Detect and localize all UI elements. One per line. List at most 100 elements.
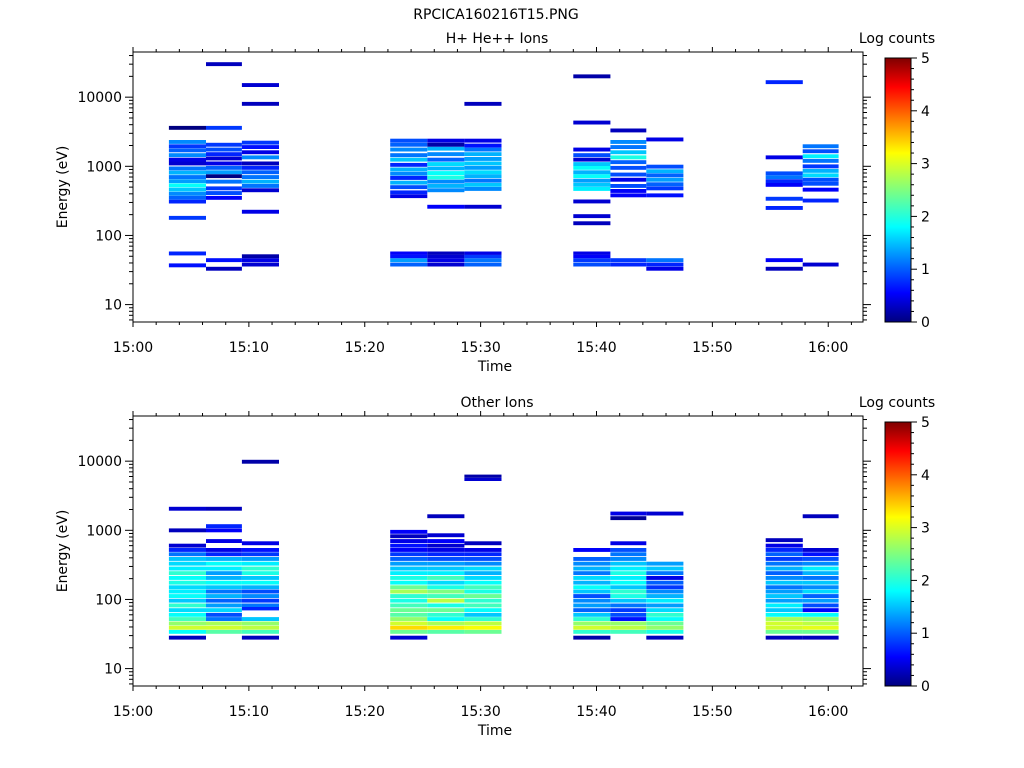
spectrogram-cell [610, 177, 647, 182]
spectrogram-cell [427, 571, 465, 576]
spectrogram-cell [646, 177, 684, 182]
spectrogram-cell [765, 196, 803, 201]
spectrogram-cell [610, 145, 647, 149]
spectrogram-cell [241, 179, 279, 184]
spectrogram-cell [206, 576, 242, 580]
spectrogram-cell [427, 566, 465, 571]
x-axis-label: Time [477, 723, 512, 739]
spectrogram-cell [646, 571, 684, 576]
spectrogram-cell [765, 543, 803, 548]
spectrogram-cell [390, 625, 428, 630]
spectrogram-cell [241, 571, 279, 576]
spectrogram-cell [168, 140, 206, 144]
spectrogram-cell [802, 594, 839, 598]
spectrogram-cell [206, 566, 242, 571]
spectrogram-cell [802, 198, 839, 203]
x-tick-label: 15:50 [692, 340, 732, 356]
spectrogram-cell [427, 625, 465, 630]
spectrogram-cell [464, 262, 502, 267]
spectrogram-cell [427, 557, 465, 561]
spectrogram-cell [168, 148, 206, 153]
spectrogram-cell [802, 514, 839, 519]
spectrogram-cell [610, 612, 647, 617]
spectrogram-cell [168, 635, 206, 640]
spectrogram-cell [646, 262, 684, 267]
spectrogram-cell [802, 154, 839, 159]
spectrogram-cell [168, 548, 206, 552]
spectrogram-cell [206, 585, 242, 590]
spectrogram-cell [241, 541, 279, 546]
spectrogram-cell [241, 566, 279, 571]
spectrogram-cell [427, 166, 465, 171]
spectrogram-cell [646, 511, 684, 516]
spectrogram-cell [241, 557, 279, 561]
x-tick-label: 15:40 [576, 704, 616, 720]
spectrogram-cell [765, 566, 803, 571]
spectrogram-cell [206, 557, 242, 561]
spectrogram-cell [427, 188, 465, 193]
spectrogram-cell [206, 174, 242, 179]
colorbar-ticks: 0 1 2 3 4 5 [911, 415, 930, 695]
spectrogram-cell [206, 621, 242, 626]
spectrogram-cell [168, 161, 206, 166]
colorbar [884, 421, 912, 687]
spectrogram-cell [646, 612, 684, 617]
spectrogram-cell [206, 62, 242, 67]
spectrogram-cell [390, 138, 428, 143]
spectrogram-cell [610, 541, 647, 546]
spectrogram-cell [241, 621, 279, 626]
spectrogram-cell [573, 199, 611, 204]
spectrogram-cell [610, 172, 647, 177]
spectrogram-cell [390, 621, 428, 626]
spectrogram-cell [464, 561, 502, 566]
spectrogram-cell [241, 175, 279, 179]
spectrogram-cell [573, 548, 611, 552]
spectrogram-cell [646, 589, 684, 594]
spectrogram-cell [390, 617, 428, 621]
spectrogram-cell [206, 170, 242, 175]
spectrogram-cell [206, 561, 242, 566]
spectrogram-cell [765, 179, 803, 183]
spectrogram-cell [390, 254, 428, 259]
y-tick-label: 1000 [86, 523, 122, 539]
spectrogram-cell [427, 162, 465, 166]
spectrogram-cell [610, 155, 647, 160]
spectrogram-cell [206, 617, 242, 621]
spectrogram-cell [765, 258, 803, 263]
spectrogram-cell [610, 621, 647, 626]
spectrogram-cell [464, 187, 502, 191]
spectrogram-cell [390, 190, 428, 195]
spectrogram-cell [206, 147, 242, 152]
spectrogram-cell [390, 251, 428, 255]
spectrogram-cell [206, 603, 242, 608]
spectrogram-cell [646, 635, 684, 640]
spectrogram-cell [464, 204, 502, 209]
spectrogram-cell [610, 598, 647, 603]
spectrogram-cell [646, 561, 684, 566]
spectrogram-cell [802, 612, 839, 617]
figure-title: RPCICA160216T15.PNG [413, 7, 578, 23]
spectrogram-cell [573, 262, 611, 267]
spectrogram-cell [464, 254, 502, 259]
spectrogram-cell [464, 178, 502, 183]
spectrogram-cell [390, 552, 428, 557]
spectrogram-cell [241, 598, 279, 603]
spectrogram-cell [427, 580, 465, 585]
colorbar-label: Log counts [859, 31, 935, 47]
spectrogram-cell [206, 152, 242, 157]
spectrogram-cell [168, 589, 206, 594]
spectrogram-cells [168, 459, 839, 640]
spectrogram-cell [573, 625, 611, 630]
spectrogram-cell [464, 251, 502, 255]
spectrogram-cell [427, 585, 465, 590]
spectrogram-cell [427, 258, 465, 263]
spectrogram-cell [390, 167, 428, 172]
spectrogram-cell [206, 179, 242, 184]
colorbar-tick-label: 4 [921, 104, 930, 120]
spectrogram-cell [646, 258, 684, 263]
spectrogram-cell [610, 516, 647, 521]
spectrogram-cell [427, 171, 465, 175]
spectrogram-cell [802, 561, 839, 566]
spectrogram-cell [765, 561, 803, 566]
spectrogram-cell [610, 165, 647, 170]
